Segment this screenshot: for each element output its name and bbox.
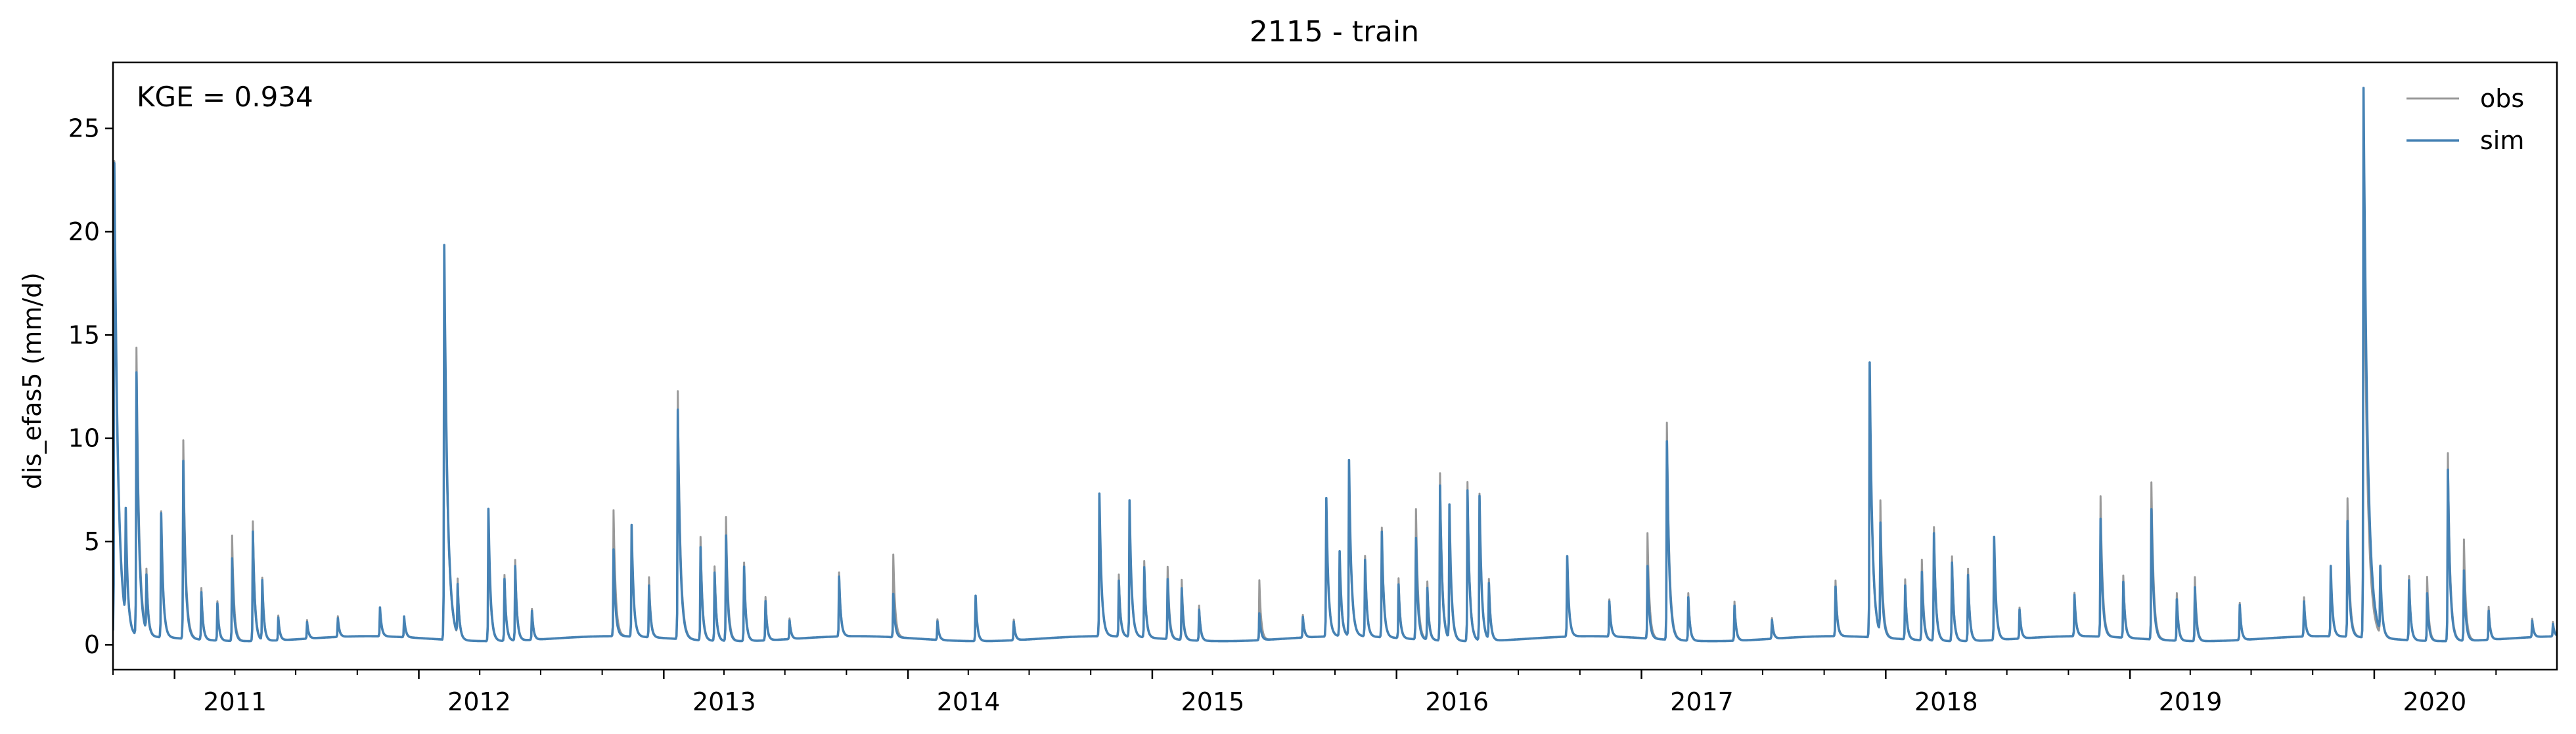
y-tick-label: 0 (84, 630, 100, 659)
y-tick-label: 15 (68, 320, 100, 349)
x-tick-label: 2011 (203, 687, 267, 716)
y-tick-label: 20 (68, 217, 100, 246)
legend-label-sim: sim (2480, 126, 2524, 155)
series-line-sim (113, 87, 2557, 643)
x-tick-label: 2016 (1425, 687, 1489, 716)
kge-annotation: KGE = 0.934 (137, 81, 313, 113)
x-tick-label: 2019 (2159, 687, 2223, 716)
y-tick-label: 5 (84, 527, 100, 556)
x-tick-label: 2012 (447, 687, 511, 716)
axis-layer: 0 5 10 15 20 25 2011 2012 2013 2014 2015 2016 2017 20… (68, 114, 2497, 716)
series-layer (113, 87, 2557, 643)
chart-title: 2115 - train (1250, 15, 1419, 49)
x-tick-label: 2018 (1914, 687, 1978, 716)
y-tick-label: 10 (68, 424, 100, 453)
x-tick-label: 2013 (692, 687, 756, 716)
x-tick-label: 2015 (1181, 687, 1245, 716)
legend: obs sim (2407, 84, 2524, 155)
x-tick-label: 2020 (2403, 687, 2467, 716)
plot-frame (112, 61, 2558, 671)
x-tick-label: 2014 (937, 687, 1001, 716)
x-tick-label: 2017 (1670, 687, 1734, 716)
y-tick-label: 25 (68, 114, 100, 143)
legend-label-obs: obs (2480, 84, 2524, 113)
y-axis-label: dis_efas5 (mm/d) (18, 272, 47, 489)
